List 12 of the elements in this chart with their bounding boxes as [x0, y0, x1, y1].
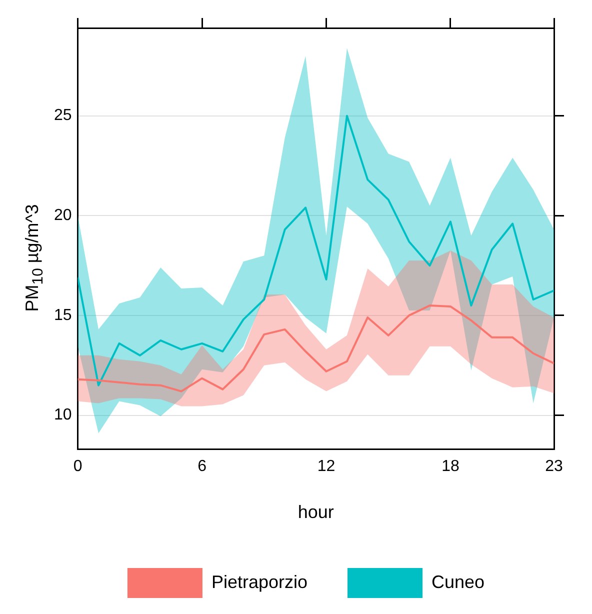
x-tick-label: 0 [73, 458, 82, 476]
x-tick-label: 12 [317, 458, 336, 476]
x-tick-label: 23 [545, 458, 563, 476]
x-tick-label: 6 [198, 458, 207, 476]
y-tick-label: 10 [54, 406, 72, 424]
x-axis-title: hour [298, 502, 334, 522]
y-tick-label: 20 [54, 207, 72, 224]
y-tick-label: 25 [54, 107, 72, 124]
y-tick-label: 15 [54, 306, 72, 324]
legend-label: Pietraporzio [211, 572, 308, 592]
legend-label: Cuneo [432, 572, 485, 592]
x-tick-label: 18 [442, 458, 460, 476]
